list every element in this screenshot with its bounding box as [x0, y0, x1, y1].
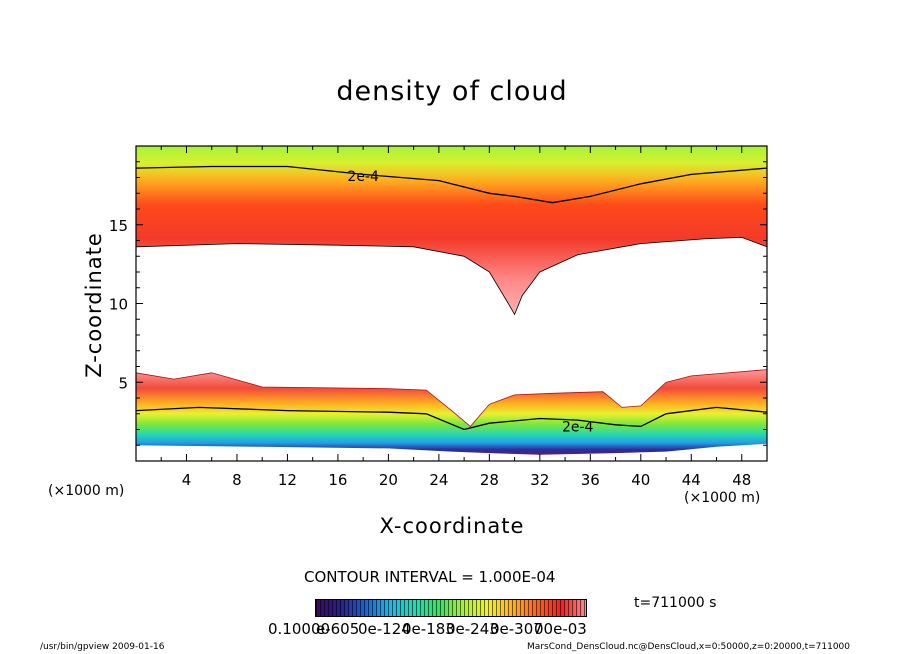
lower-cloud-region: [136, 369, 767, 455]
x-axis-label: X-coordinate: [379, 514, 525, 538]
footer-command: /usr/bin/gpview 2009-01-16: [40, 642, 165, 652]
x-tick-label: 36: [581, 471, 600, 489]
colorbar-tick-label: 0e-124: [358, 620, 411, 638]
time-label: t=711000 s: [634, 595, 717, 611]
y-axis-unit: (×1000 m): [48, 483, 125, 499]
contour-interval-note: CONTOUR INTERVAL = 1.000E-04: [304, 568, 556, 586]
contour-label-1: 2e-4: [347, 169, 379, 185]
x-tick-label: 28: [480, 471, 499, 489]
colorbar-labels: 0.10000 e-605 0e-124 0e-183 0e-243 0e-307 00e-…: [268, 620, 648, 640]
colorbar-tick-label: 0e-183: [402, 620, 455, 638]
x-tick-label: 44: [682, 471, 701, 489]
footer-source: MarsCond_DensCloud.nc@DensCloud,x=0:5000…: [527, 642, 850, 652]
x-tick-label: 48: [732, 471, 751, 489]
lower-contour-line: [136, 406, 767, 431]
colorbar-tick-label: 0.10000: [268, 620, 331, 638]
upper-contour-line: [136, 165, 767, 204]
upper-cloud-region: [136, 146, 767, 316]
x-tick-label: 24: [429, 471, 448, 489]
y-tick-label: 5: [118, 374, 128, 392]
colorbar-tick-label: 00e-03: [534, 620, 587, 638]
y-tick-label: 15: [109, 217, 128, 235]
colorbar: [315, 599, 587, 617]
x-tick-label: 20: [379, 471, 398, 489]
x-axis-unit: (×1000 m): [684, 490, 761, 506]
x-tick-label: 12: [278, 471, 297, 489]
colorbar-tick-label: e-605: [316, 620, 360, 638]
y-tick-label: 10: [109, 296, 128, 314]
colorbar-tick-label: 0e-307: [490, 620, 543, 638]
x-tick-label: 40: [631, 471, 650, 489]
x-tick-label: 16: [328, 471, 347, 489]
x-tick-label: 32: [530, 471, 549, 489]
chart-title: density of cloud: [336, 76, 568, 107]
colorbar-tick-label: 0e-243: [446, 620, 499, 638]
x-tick-label: 4: [182, 471, 192, 489]
x-tick-label: 8: [232, 471, 242, 489]
lower-cloud-top-edge: [136, 369, 767, 427]
contour-label-2: 2e-4: [562, 419, 594, 435]
